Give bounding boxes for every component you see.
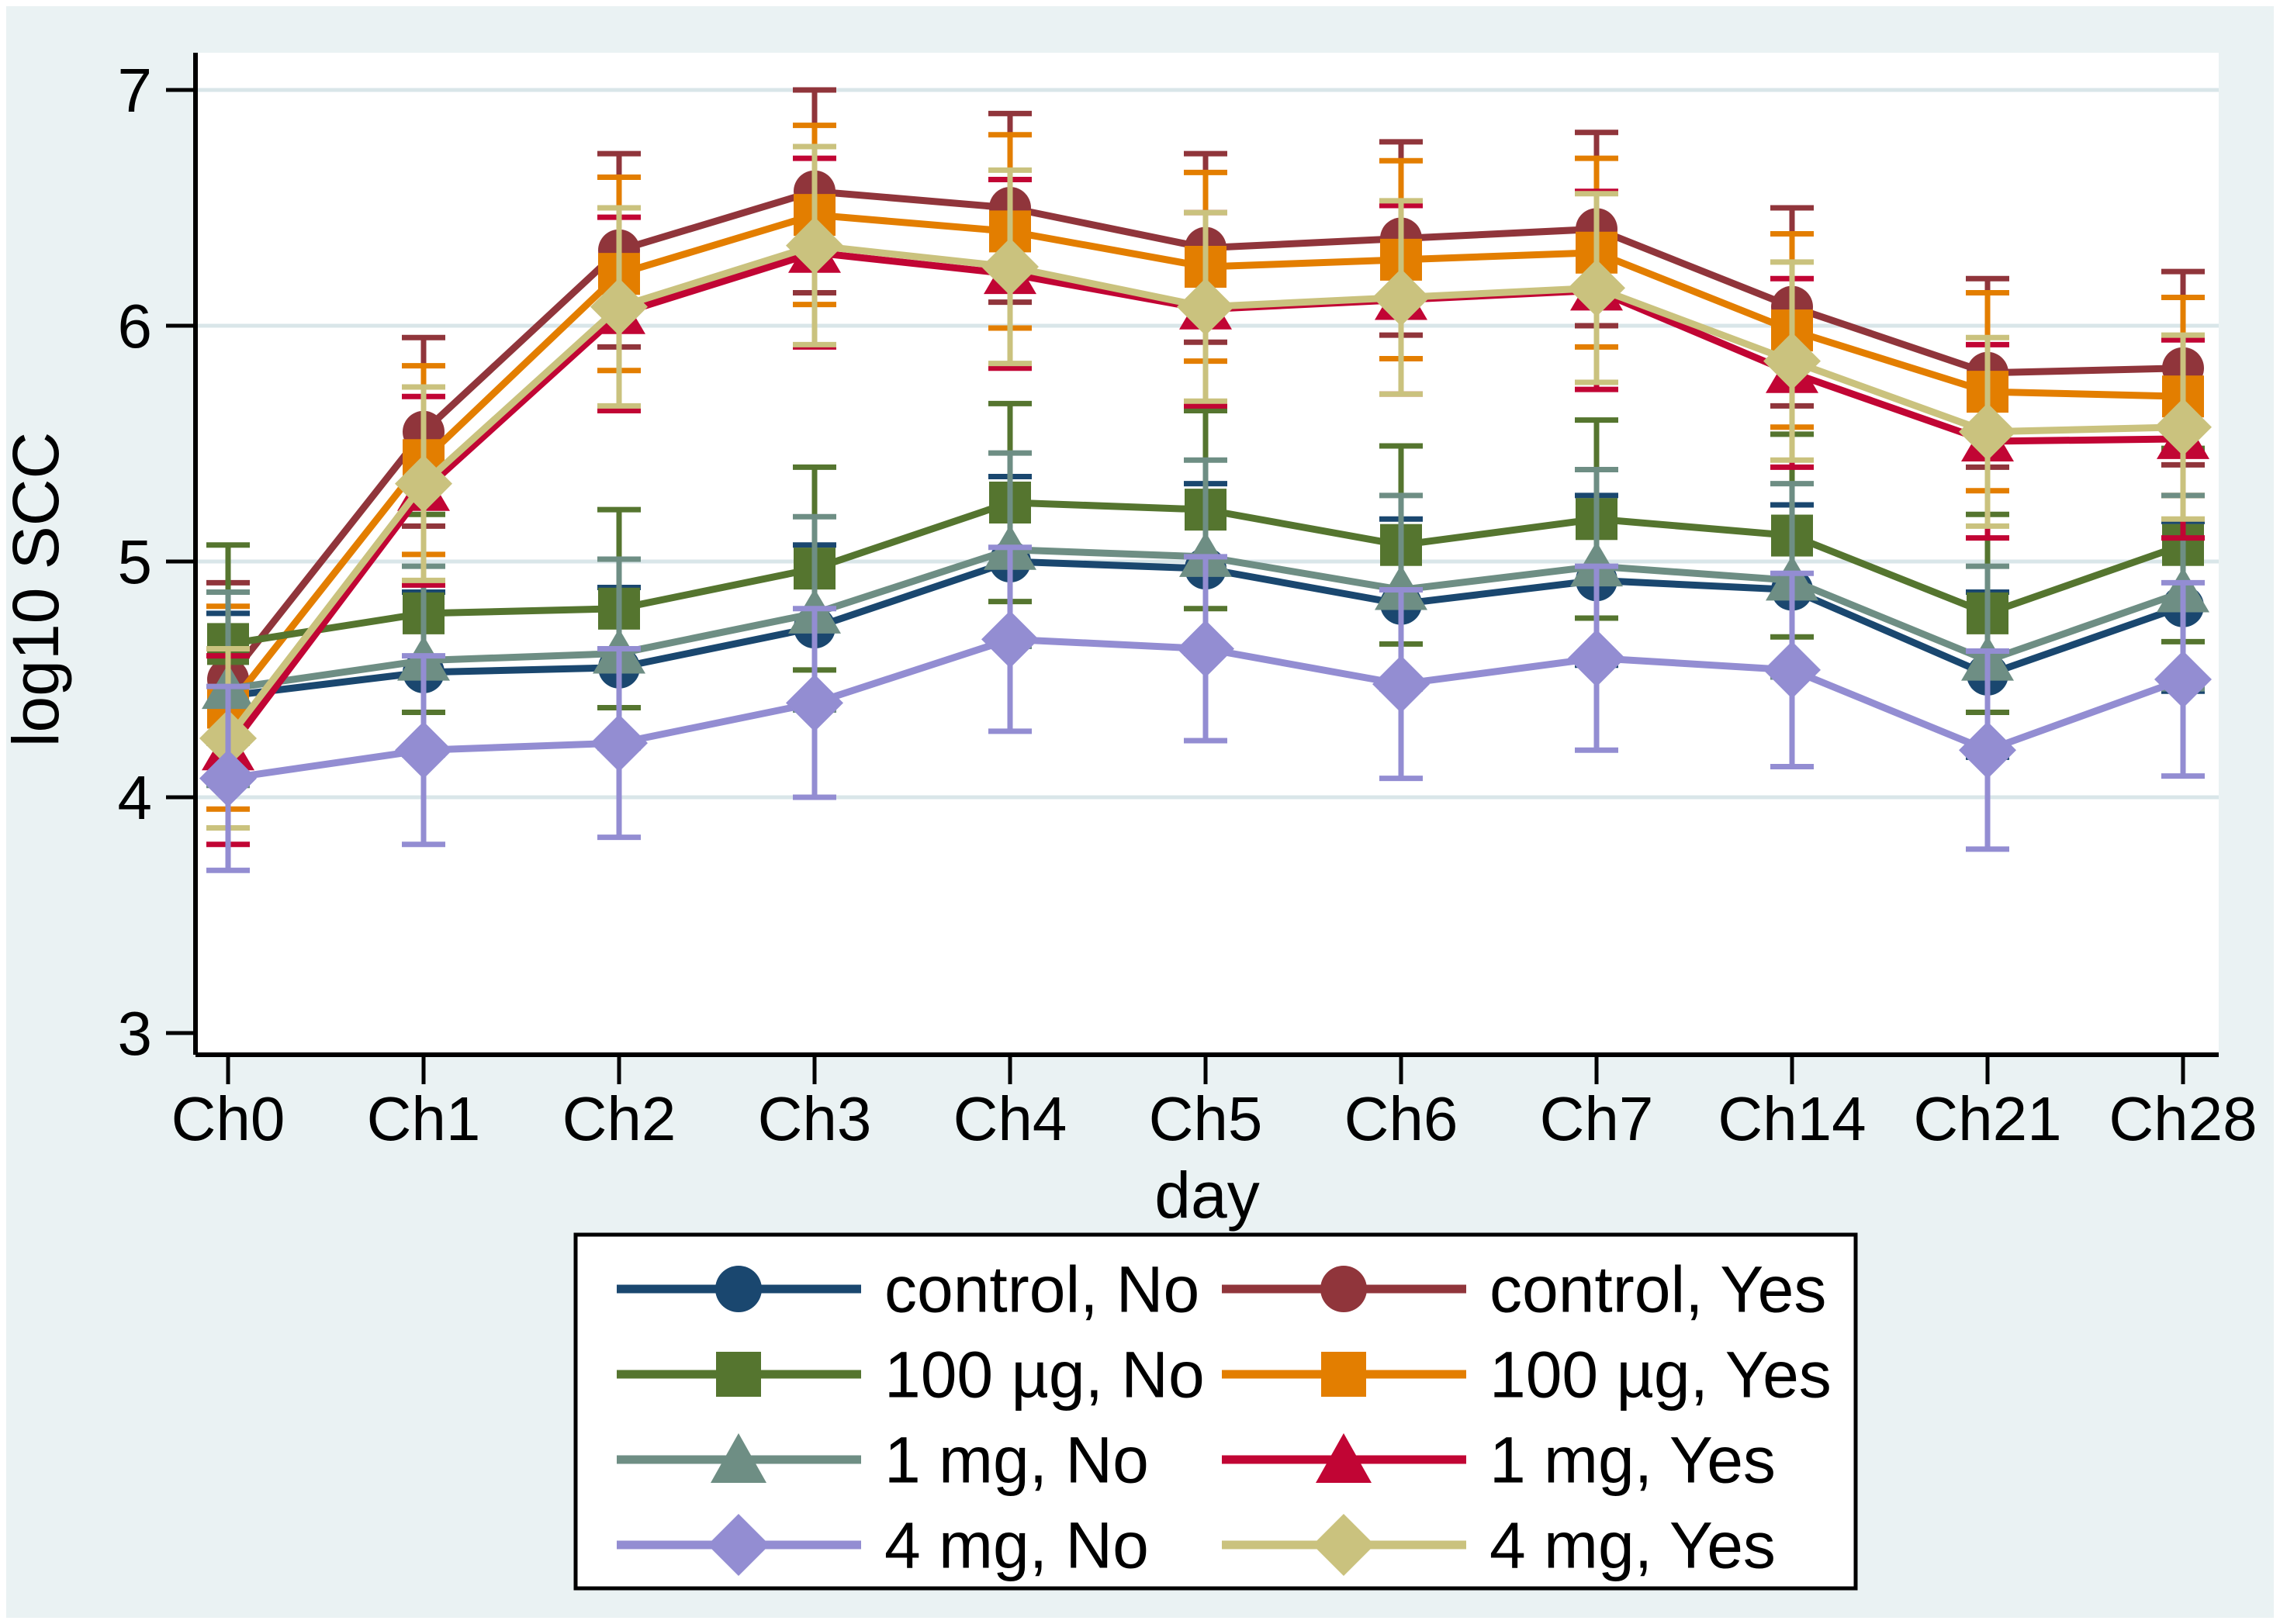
4mg_no-legend-label: 4 mg, No xyxy=(884,1508,1149,1581)
4mg_yes-legend-marker xyxy=(1313,1514,1375,1576)
control_no-legend-label: control, No xyxy=(884,1253,1199,1325)
1mg_yes-legend-marker xyxy=(1316,1433,1372,1483)
legend-entry-100ug_yes: 100 µg, Yes xyxy=(1222,1338,1832,1411)
x-tick-label: Ch7 xyxy=(1540,1084,1654,1153)
y-tick-label: 4 xyxy=(118,763,153,832)
x-tick-label: Ch4 xyxy=(953,1084,1067,1153)
x-tick-label: Ch5 xyxy=(1149,1084,1263,1153)
4mg_no-marker xyxy=(981,610,1039,669)
4mg_no-marker xyxy=(1177,620,1234,678)
100ug_no-legend-marker xyxy=(716,1352,761,1397)
4mg_yes-marker xyxy=(590,278,648,336)
1mg_yes-legend-label: 1 mg, Yes xyxy=(1489,1423,1776,1496)
y-tick-label: 5 xyxy=(118,527,153,596)
control_yes-legend-marker xyxy=(1320,1266,1367,1312)
x-tick-label: Ch0 xyxy=(171,1084,285,1153)
y-tick-label: 6 xyxy=(118,292,153,361)
x-axis-title: day xyxy=(1154,1159,1259,1232)
4mg_yes-marker xyxy=(1959,403,2016,461)
4mg_no-marker xyxy=(1568,629,1625,687)
4mg_no-marker xyxy=(395,721,452,779)
x-tick-label: Ch1 xyxy=(367,1084,481,1153)
4mg_yes-marker xyxy=(1568,259,1625,317)
legend-entry-4mg_no: 4 mg, No xyxy=(617,1508,1149,1581)
4mg_no-marker xyxy=(1763,641,1821,699)
4mg_yes-marker xyxy=(2154,398,2212,456)
x-tick-label: Ch21 xyxy=(1913,1084,2061,1153)
4mg_no-marker xyxy=(590,714,648,772)
legend-entry-control_yes: control, Yes xyxy=(1222,1253,1826,1325)
4mg_no-marker xyxy=(2154,651,2212,708)
4mg_no-legend-marker xyxy=(708,1514,770,1576)
100ug_no-legend-label: 100 µg, No xyxy=(884,1338,1205,1411)
4mg_no-marker xyxy=(1959,721,2016,779)
1mg_no-legend-marker xyxy=(711,1433,766,1483)
y-axis-title: log10 SCC xyxy=(0,432,72,747)
y-tick-label: 3 xyxy=(118,999,153,1068)
legend-entry-4mg_yes: 4 mg, Yes xyxy=(1222,1508,1776,1581)
control_no-legend-marker xyxy=(715,1266,762,1312)
legend-entry-100ug_no: 100 µg, No xyxy=(617,1338,1205,1411)
legend-box xyxy=(573,1232,1858,1591)
4mg_yes-marker xyxy=(1763,332,1821,390)
legend-entry-control_no: control, No xyxy=(617,1253,1199,1325)
x-tick-label: Ch14 xyxy=(1718,1084,1866,1153)
legend: control, No 100 µg, No 1 mg, No 4 mg, No con… xyxy=(573,1232,1858,1591)
x-tick-label: Ch28 xyxy=(2109,1084,2257,1153)
series-4mg_no xyxy=(199,544,2212,873)
x-tick-label: Ch2 xyxy=(562,1084,676,1153)
4mg_yes-marker xyxy=(981,238,1039,295)
x-tick-label: Ch3 xyxy=(758,1084,872,1153)
100ug_yes-legend-marker xyxy=(1321,1352,1366,1397)
control_yes-legend-label: control, Yes xyxy=(1489,1253,1826,1325)
4mg_yes-marker xyxy=(1177,278,1234,336)
axes: 3 4 5 6 7 Ch0 Ch1 Ch2 Ch3 Ch4 Ch5 Ch6 Ch7 Ch14 Ch21 Ch2… xyxy=(118,53,2258,1153)
4mg_yes-marker xyxy=(1372,268,1430,327)
4mg_no-marker xyxy=(199,749,257,807)
4mg_yes-marker xyxy=(786,216,843,275)
legend-entry-1mg_no: 1 mg, No xyxy=(617,1423,1149,1496)
100ug_yes-legend-label: 100 µg, Yes xyxy=(1489,1338,1832,1411)
x-tick-label: Ch6 xyxy=(1344,1084,1458,1153)
4mg_yes-marker xyxy=(395,454,452,513)
legend-entry-1mg_yes: 1 mg, Yes xyxy=(1222,1423,1776,1496)
4mg_no-marker xyxy=(1372,655,1430,714)
4mg_no-marker xyxy=(786,674,843,732)
series-4mg_yes xyxy=(199,143,2212,831)
4mg_yes-legend-label: 4 mg, Yes xyxy=(1489,1508,1776,1581)
1mg_no-legend-label: 1 mg, No xyxy=(884,1423,1149,1496)
y-tick-label: 7 xyxy=(118,56,153,125)
